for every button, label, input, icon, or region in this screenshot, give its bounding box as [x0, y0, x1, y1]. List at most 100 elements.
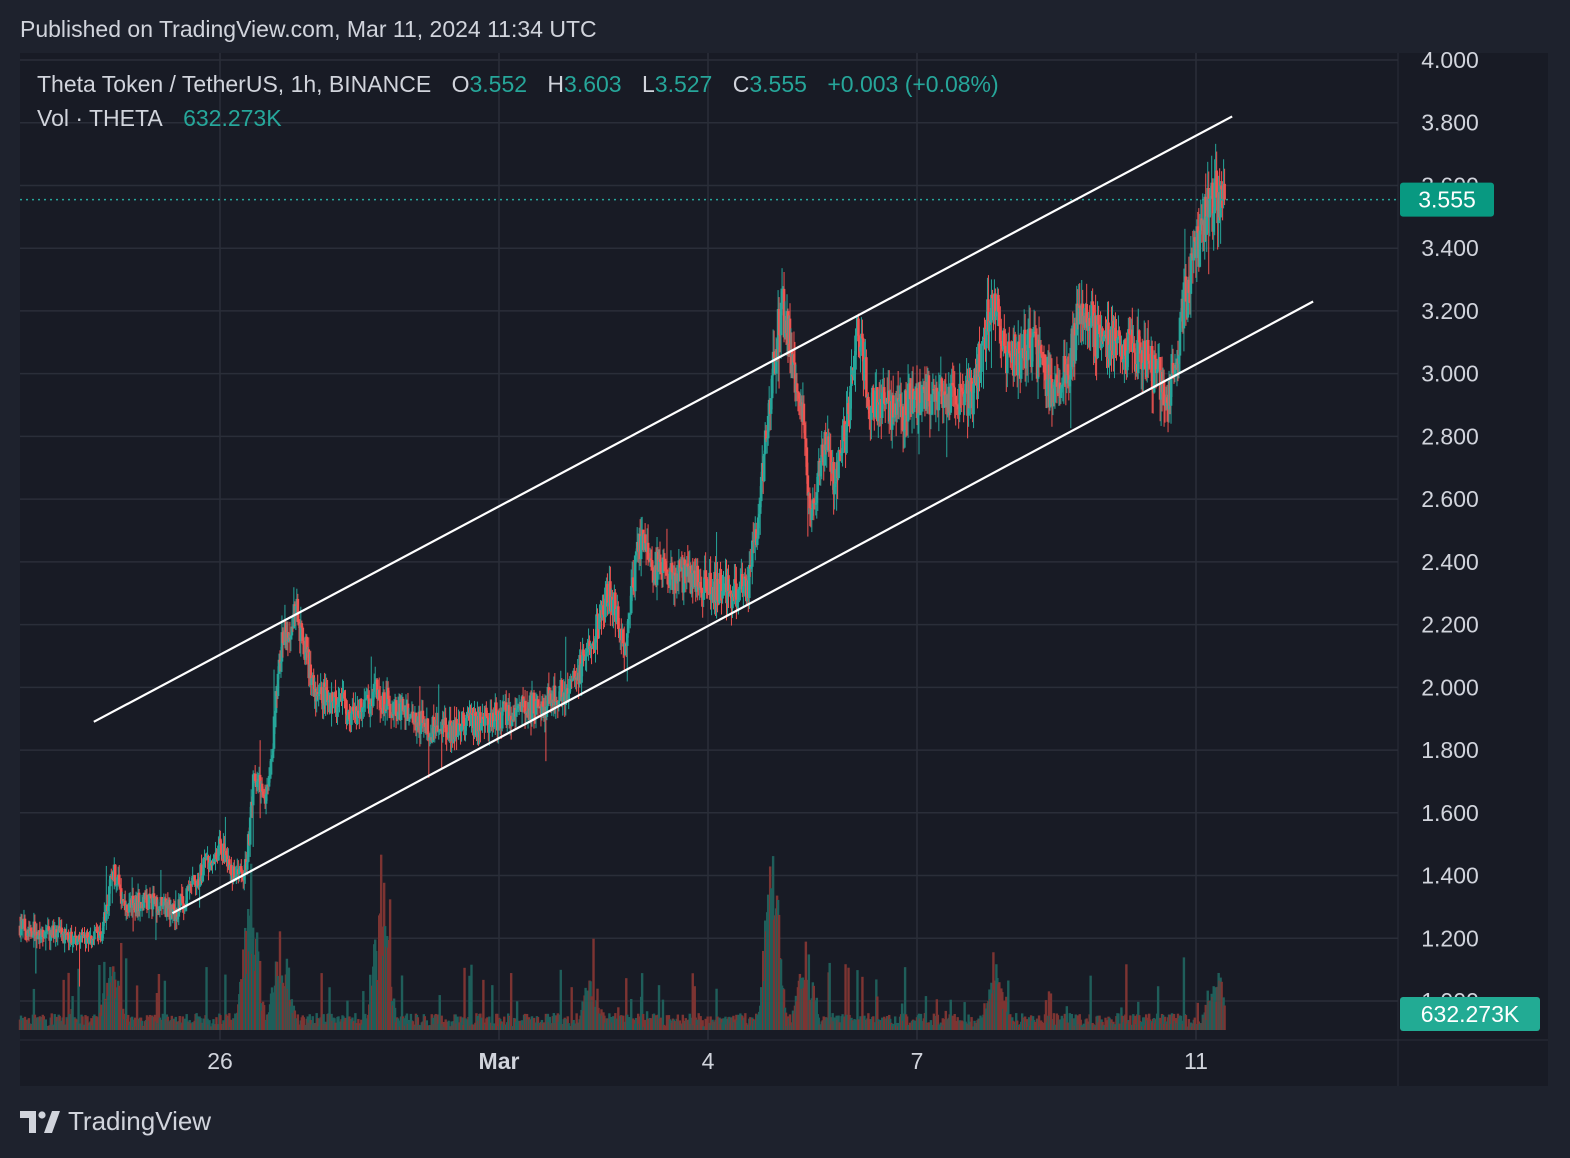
candle-1127 [1136, 308, 1140, 380]
candle-953 [964, 375, 967, 402]
y-tick-9: 2.800 [1421, 423, 1479, 449]
candle-703 [716, 561, 719, 613]
volume-bar-688 [701, 1020, 704, 1030]
volume-bars [18, 854, 1226, 1030]
candle-762 [774, 337, 778, 394]
candle-821 [833, 469, 836, 510]
candle-714 [727, 564, 730, 609]
y-tick-4: 1.800 [1421, 737, 1479, 763]
candle-938 [949, 374, 953, 416]
volume-bar-385 [400, 975, 404, 1030]
candle-1078 [1088, 305, 1091, 351]
candle-301 [317, 684, 320, 707]
y-tick-3: 1.600 [1421, 800, 1479, 826]
candle-1050 [1060, 377, 1064, 393]
volume-bar-295 [311, 1016, 314, 1030]
candle-1214 [1223, 168, 1226, 206]
candle-853 [865, 349, 868, 408]
volume-bar-913 [924, 996, 928, 1030]
candles [18, 143, 1226, 987]
candle-645 [658, 541, 662, 575]
candle-664 [677, 548, 681, 595]
volume-bar-423 [438, 995, 441, 1030]
volume-bar-1115 [1125, 964, 1128, 1030]
volume-bar-109 [126, 1014, 130, 1030]
volume-bar-743 [756, 1014, 759, 1030]
candle-817 [829, 433, 832, 486]
channel-lower-line [171, 300, 1314, 915]
volume-bar-844 [856, 970, 859, 1030]
candle-396 [411, 704, 415, 725]
symbol-title: Theta Token / TetherUS, 1h, BINANCE [37, 71, 432, 97]
candle-389 [404, 694, 408, 730]
volume-bar-938 [949, 999, 952, 1030]
tradingview-logo-icon [20, 1110, 60, 1133]
candle-526 [540, 695, 544, 721]
volume-bar-455 [470, 964, 473, 1030]
candle-683 [696, 558, 700, 601]
candle-950 [961, 373, 964, 397]
candle-794 [806, 462, 810, 537]
candle-1183 [1192, 229, 1196, 274]
candle-249 [265, 777, 269, 801]
volume-bar-429 [444, 1019, 447, 1030]
candle-544 [558, 685, 562, 703]
candle-341 [357, 699, 360, 717]
candle-637 [650, 546, 654, 571]
volume-bar-558 [572, 1019, 575, 1030]
volume-bar-538 [552, 1013, 556, 1030]
candle-804 [816, 471, 820, 511]
volume-bar-202 [219, 1015, 222, 1030]
tradingview-logo[interactable]: TradingView [20, 1106, 211, 1137]
volume-bar-724 [737, 1014, 740, 1030]
y-tick-12: 3.400 [1421, 235, 1479, 261]
candle-574 [588, 635, 591, 656]
volume-bar-1017 [1027, 1017, 1031, 1030]
volume-bar-1039 [1049, 993, 1053, 1030]
candle-940 [951, 362, 955, 407]
candle-465 [480, 722, 483, 731]
volume-bar-410 [425, 1020, 429, 1030]
volume-bar-373 [388, 899, 392, 1030]
volume-bar-1042 [1052, 1013, 1056, 1030]
candle-753 [765, 438, 769, 454]
volume-bar-280 [296, 1014, 300, 1030]
volume-bar-140 [157, 974, 161, 1030]
volume-bar-545 [559, 969, 562, 1030]
candle-1103 [1113, 316, 1116, 379]
candle-363 [378, 686, 382, 723]
volume-bar-894 [905, 1016, 909, 1030]
candle-1203 [1212, 207, 1215, 251]
volume-bar-476 [491, 985, 494, 1030]
candle-1086 [1096, 301, 1099, 360]
candle-696 [709, 556, 712, 610]
y-tick-2: 1.400 [1421, 863, 1479, 889]
candle-130 [147, 893, 151, 919]
high-label: H [547, 71, 565, 97]
close-value: 3.555 [749, 71, 807, 97]
candle-245 [261, 786, 265, 799]
candle-315 [331, 691, 334, 714]
volume-bar-1079 [1089, 975, 1092, 1030]
candle-442 [457, 709, 460, 740]
candle-299 [315, 687, 318, 713]
price-axis: 1.0001.2001.4001.6001.8002.0002.2002.400… [1421, 47, 1479, 1014]
volume-legend: Vol · THETA 632.273K [37, 105, 282, 132]
candle-311 [327, 691, 330, 713]
volume-bar-467 [482, 979, 485, 1030]
candle-440 [455, 707, 458, 751]
volume-bar-851 [863, 1015, 866, 1030]
candle-988 [999, 306, 1002, 359]
candle-961 [972, 375, 975, 429]
close-label: C [732, 71, 750, 97]
volume-bar-425 [440, 1015, 443, 1030]
candle-174 [191, 866, 194, 887]
candle-865 [877, 389, 880, 438]
volume-bar-207 [224, 974, 227, 1030]
volume-bar-233 [249, 863, 253, 1030]
x-tick-1: Mar [479, 1048, 520, 1074]
volume-bar-772 [784, 1012, 788, 1030]
volume-bar-627 [640, 973, 644, 1030]
candle-568 [582, 644, 585, 667]
